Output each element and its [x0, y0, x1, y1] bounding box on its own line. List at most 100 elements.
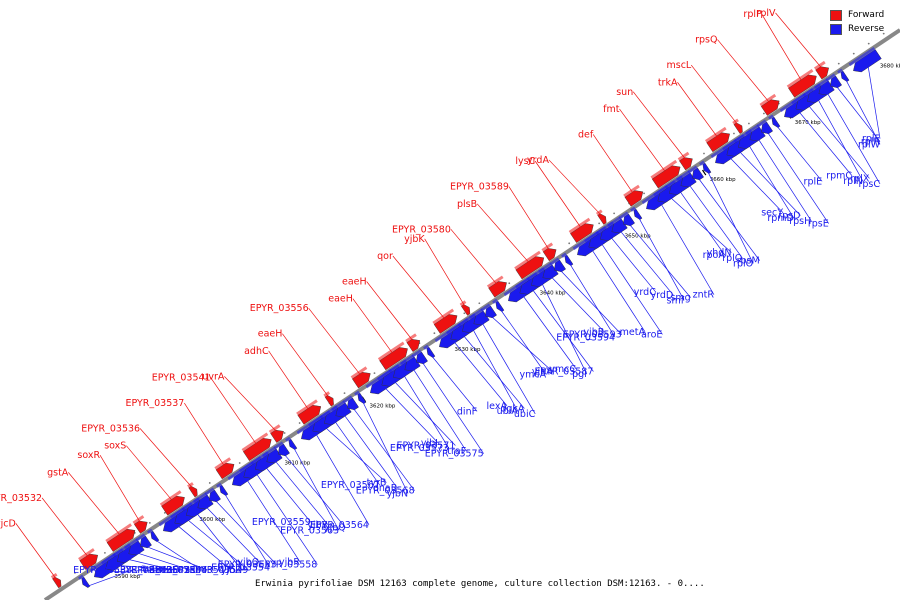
- reverse-gene-label-11: EPYR_03553: [218, 560, 277, 571]
- reverse-gene-label-47: smg: [670, 293, 690, 304]
- reverse-gene-label-29-leader: [422, 362, 484, 454]
- forward-gene-label-17: plsB: [457, 199, 477, 210]
- reverse-gene-label-21: EPYR_03567: [321, 480, 380, 491]
- forward-gene-label-3: soxR: [77, 450, 100, 461]
- reverse-gene-66: [837, 68, 850, 82]
- axis-label: 3600 kbp: [199, 517, 225, 523]
- reverse-gene-36-shape: [495, 300, 505, 312]
- forward-gene-23: [677, 151, 693, 171]
- reverse-gene-label-60: rplE: [804, 176, 823, 187]
- reverse-gene-label-44-leader: [601, 243, 663, 335]
- reverse-gene-label-32: dgkA: [500, 403, 525, 414]
- reverse-gene-29-shade: [411, 349, 422, 358]
- reverse-gene-label-5-leader: [146, 546, 208, 571]
- forward-gene-label-27-leader: [761, 13, 803, 82]
- reverse-gene-label-24-leader: [362, 402, 409, 494]
- forward-gene-label-7: EPYR_03541: [152, 373, 211, 384]
- minor-tick-dot: [643, 192, 645, 195]
- reverse-gene-label-20: tyrB: [367, 478, 387, 489]
- reverse-gene-60-shade: [768, 114, 774, 120]
- reverse-gene-label-8-leader: [187, 519, 249, 571]
- reverse-gene-label-7-leader: [177, 525, 232, 571]
- forward-gene-label-15: yjbK: [404, 234, 425, 245]
- minor-tick-dot: [373, 372, 376, 375]
- reverse-gene-53: [687, 165, 704, 181]
- reverse-gene-label-32-leader: [463, 335, 525, 409]
- reverse-gene-label-25-leader: [384, 387, 439, 444]
- legend: Forward Reverse: [830, 8, 892, 36]
- reverse-gene-label-49-leader: [660, 203, 715, 295]
- reverse-gene-label-19-leader: [315, 433, 370, 525]
- forward-gene-label-10: eaeH: [258, 329, 283, 340]
- reverse-gene-label-2: hecB: [156, 565, 180, 576]
- forward-gene-25: [732, 118, 743, 134]
- reverse-gene-67: [848, 47, 882, 73]
- minor-tick-dot: [343, 392, 346, 394]
- reverse-gene-label-12: EPYR_03554: [211, 562, 270, 573]
- reverse-gene-5-shape: [140, 535, 152, 549]
- reverse-gene-label-39: pgi: [572, 369, 587, 380]
- axis-label: 3630 kbp: [455, 347, 481, 353]
- reverse-gene-label-35: yjbA: [532, 367, 553, 378]
- reverse-gene-12: [216, 482, 229, 496]
- reverse-gene-40-shade: [538, 262, 553, 274]
- reverse-gene-label-0: EPYR_03538: [73, 565, 132, 576]
- reverse-gene-47: [618, 211, 635, 227]
- reverse-gene-label-66: rplW: [858, 139, 881, 150]
- forward-gene-label-9: adhC: [244, 346, 269, 357]
- reverse-gene-label-37: ymcC: [549, 364, 576, 375]
- reverse-gene-30-shade: [423, 344, 429, 350]
- reverse-gene-label-41-leader: [560, 270, 622, 335]
- reverse-gene-label-27-leader: [403, 375, 450, 449]
- reverse-gene-65-shade: [825, 73, 836, 82]
- reverse-gene-label-53-leader: [698, 178, 760, 261]
- reverse-gene-label-15: EPYR_03559: [252, 517, 311, 528]
- forward-gene-label-28-leader: [775, 12, 822, 69]
- map-caption: Erwinia pyrifoliae DSM 12163 complete ge…: [255, 579, 705, 589]
- reverse-gene-label-60-leader: [776, 126, 823, 182]
- reverse-gene-4-shade: [124, 538, 139, 550]
- reverse-gene-18-shape: [288, 438, 298, 450]
- reverse-gene-label-23-leader: [353, 408, 415, 491]
- reverse-gene-53-shape: [692, 167, 704, 181]
- reverse-gene-label-26-leader: [394, 381, 456, 446]
- reverse-gene-label-51: rpoA: [703, 250, 726, 261]
- reverse-gene-label-8: EPYR_03549: [189, 565, 248, 576]
- reverse-gene-label-26: EPYR_03571: [396, 440, 455, 451]
- reverse-gene-48: [630, 206, 643, 220]
- forward-gene-5-shade: [187, 482, 194, 488]
- reverse-gene-label-21-leader: [334, 421, 381, 486]
- reverse-gene-label-57: rpmD: [767, 213, 794, 224]
- reverse-gene-label-54-leader: [707, 172, 754, 264]
- reverse-gene-0-shade: [78, 574, 84, 580]
- reverse-gene-label-25: yjbJ: [421, 438, 438, 449]
- reverse-gene-label-29: EPYR_03575: [425, 449, 484, 460]
- reverse-gene-label-50-leader: [670, 197, 732, 253]
- minor-tick-dot: [733, 132, 735, 135]
- reverse-gene-54-shade: [699, 160, 705, 166]
- reverse-gene-12-shape: [219, 484, 229, 496]
- minor-tick-dot: [463, 312, 466, 315]
- reverse-gene-label-17-leader: [284, 454, 346, 528]
- reverse-gene-18: [285, 436, 298, 450]
- legend-forward: Forward: [830, 8, 892, 22]
- reverse-gene-41-shade: [549, 257, 560, 266]
- minor-tick-dot: [882, 32, 885, 35]
- reverse-gene-59: [756, 119, 773, 135]
- minor-tick-dot: [283, 432, 286, 434]
- reverse-gene-0: [78, 574, 91, 588]
- minor-tick-dot: [238, 462, 241, 464]
- reverse-gene-label-28-leader: [412, 368, 467, 452]
- axis-label: 3650 kbp: [625, 234, 651, 240]
- minor-tick-dot: [148, 521, 151, 524]
- reverse-gene-label-39-leader: [541, 283, 588, 375]
- reverse-gene-label-4-leader: [137, 552, 191, 571]
- forward-gene-label-13: eaeH: [342, 276, 367, 287]
- reverse-gene-label-36: ymcA: [519, 369, 546, 380]
- reverse-gene-label-33: ubiA: [497, 406, 519, 417]
- minor-tick-dot: [748, 122, 750, 125]
- reverse-gene-24-shade: [354, 390, 360, 396]
- reverse-gene-label-65: rplR: [861, 137, 881, 148]
- reverse-gene-11-shade: [204, 487, 215, 496]
